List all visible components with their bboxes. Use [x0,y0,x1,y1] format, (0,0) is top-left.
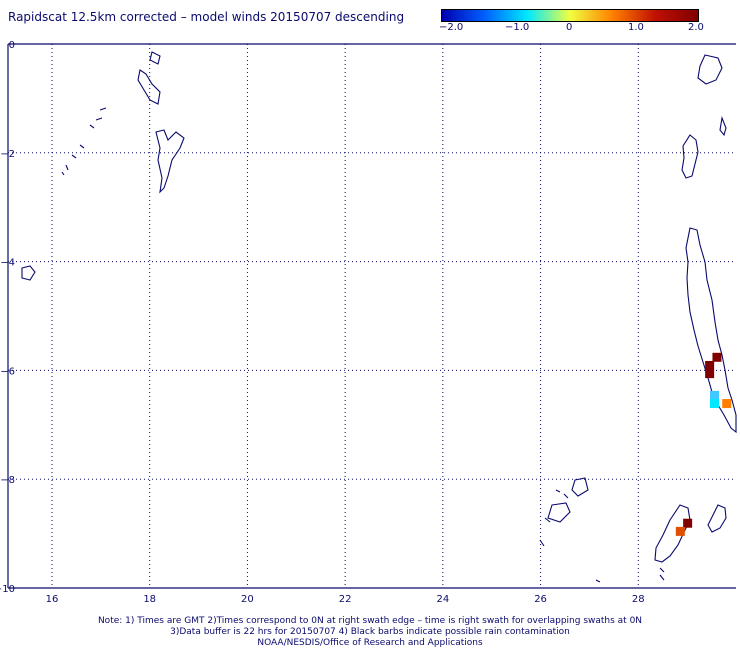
wind-map: 16 18 20 22 24 26 28 0 −2 −4 −6 −8 −10 [0,40,737,605]
colorbar-label-max: 2.0 [688,22,704,33]
x-tick-label: 18 [143,594,156,605]
note-line-1: Note: 1) Times are GMT 2)Times correspon… [97,616,643,626]
x-tick-label: 28 [632,594,645,605]
lake-fragment-3 [155,129,185,194]
coastlines [21,51,737,583]
lake-fragment-4 [137,69,161,105]
island-cluster [61,107,107,176]
x-tick-label: 24 [436,594,449,605]
lake-mweru-outline [654,504,691,563]
colorbar-label-pos1: 1.0 [628,22,644,33]
note-line-2: 3)Data buffer is 22 hrs for 20150707 4) … [170,627,570,637]
lake-fragment-5 [149,51,161,65]
x-tick-label: 16 [46,594,59,605]
lake-tanganyika-outline [685,227,737,434]
wind-cell [675,526,685,536]
wind-cell [712,352,722,362]
wind-cell [710,390,720,400]
lake-fragment [707,504,727,533]
wind-cell [683,518,693,528]
colorbar [441,9,699,22]
y-tick-label: 0 [9,40,15,51]
colorbar-label-zero: 0 [566,22,573,33]
y-tick-label: −6 [0,366,15,377]
map-title: Rapidscat 12.5km corrected – model winds… [8,10,405,24]
lake-kivu-outline [681,134,699,179]
lake-edward-outline [697,54,723,85]
colorbar-label-neg1: −1.0 [505,22,530,33]
island-cluster-3 [595,567,665,583]
y-tick-label: −4 [0,258,15,269]
axis-ticks: 16 18 20 22 24 26 28 0 −2 −4 −6 −8 −10 [0,40,645,605]
lake-fragment-6 [21,265,36,281]
note-line-3: NOAA/NESDIS/Office of Research and Appli… [257,638,483,648]
y-tick-label: −10 [0,584,15,595]
grid-lines [7,43,736,589]
y-tick-label: −2 [0,149,15,160]
x-tick-label: 22 [339,594,352,605]
x-tick-label: 20 [241,594,254,605]
island-cluster-2 [539,477,589,547]
wind-cell [705,369,715,379]
notes: Note: 1) Times are GMT 2)Times correspon… [0,616,740,649]
colorbar-label-min: −2.0 [439,22,464,33]
x-tick-label: 26 [534,594,547,605]
wind-cell [722,399,732,409]
lake-fragment-2 [719,115,727,137]
wind-cell [710,399,720,409]
wind-cells [675,352,732,536]
y-tick-label: −8 [0,475,15,486]
wind-cell [705,360,715,370]
